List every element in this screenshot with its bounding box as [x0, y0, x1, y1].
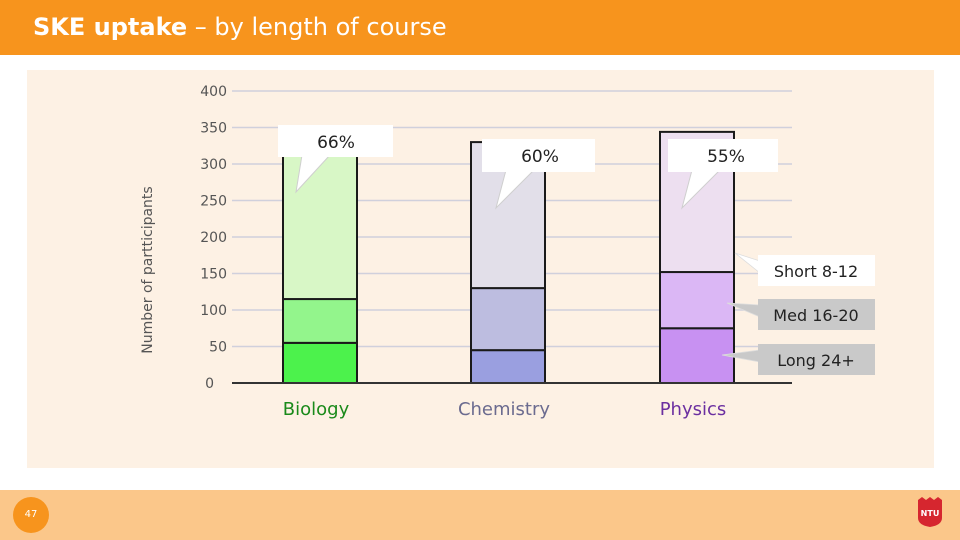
bar-segment	[282, 341, 358, 385]
page-number: 47	[13, 497, 49, 533]
callout-percent: 66%	[317, 133, 355, 153]
bar-segment	[659, 327, 735, 384]
svg-text:NTU: NTU	[921, 509, 940, 518]
legend-label: Long 24+	[777, 351, 855, 370]
callout-box	[278, 125, 393, 157]
title-bar: SKE uptake – by length of course	[0, 0, 960, 55]
legend-pointer	[734, 252, 761, 274]
legend-label: Med 16-20	[773, 306, 858, 325]
percentage-callouts: 66% 60% 55%	[278, 125, 778, 210]
x-tick-label: Physics	[660, 399, 727, 420]
y-tick-label: 150	[200, 267, 227, 283]
slide-title: SKE uptake – by length of course	[33, 13, 447, 41]
slide-title-bold: SKE uptake	[33, 13, 188, 41]
bar-segment	[470, 287, 546, 352]
callout-percent: 60%	[521, 147, 559, 167]
bar-segment	[282, 298, 358, 344]
y-tick-label: 200	[200, 230, 227, 246]
y-tick-label: 250	[200, 194, 227, 210]
x-tick-labels: Biology Chemistry Physics	[283, 399, 727, 420]
legend-label: Short 8-12	[774, 262, 858, 281]
legend-box	[758, 344, 875, 375]
y-tick-label: 100	[200, 303, 227, 319]
y-tick-labels: 0 50 100 150 200 250 300 350 400	[200, 84, 227, 392]
bar-segment	[659, 271, 735, 330]
x-tick-label: Chemistry	[458, 399, 550, 420]
y-tick-label: 50	[209, 340, 227, 356]
chart-bars	[282, 130, 735, 385]
legend-box	[758, 255, 875, 286]
y-axis-label: Number of partticipants	[140, 186, 156, 353]
y-tick-label: 400	[200, 84, 227, 100]
callout-box	[482, 139, 595, 172]
legend-box	[758, 299, 875, 330]
chart-legend: Short 8-12 Med 16-20 Long 24+	[721, 252, 875, 375]
x-tick-label: Biology	[283, 399, 350, 420]
ntu-logo: NTU	[918, 497, 942, 527]
slide-title-rest: – by length of course	[187, 13, 447, 41]
callout-percent: 55%	[707, 147, 745, 167]
bar-segment	[470, 349, 546, 384]
y-tick-label: 350	[200, 121, 227, 137]
y-tick-label: 300	[200, 157, 227, 173]
callout-box	[668, 139, 778, 172]
footer-bar	[0, 490, 960, 540]
y-tick-label: 0	[205, 376, 214, 392]
